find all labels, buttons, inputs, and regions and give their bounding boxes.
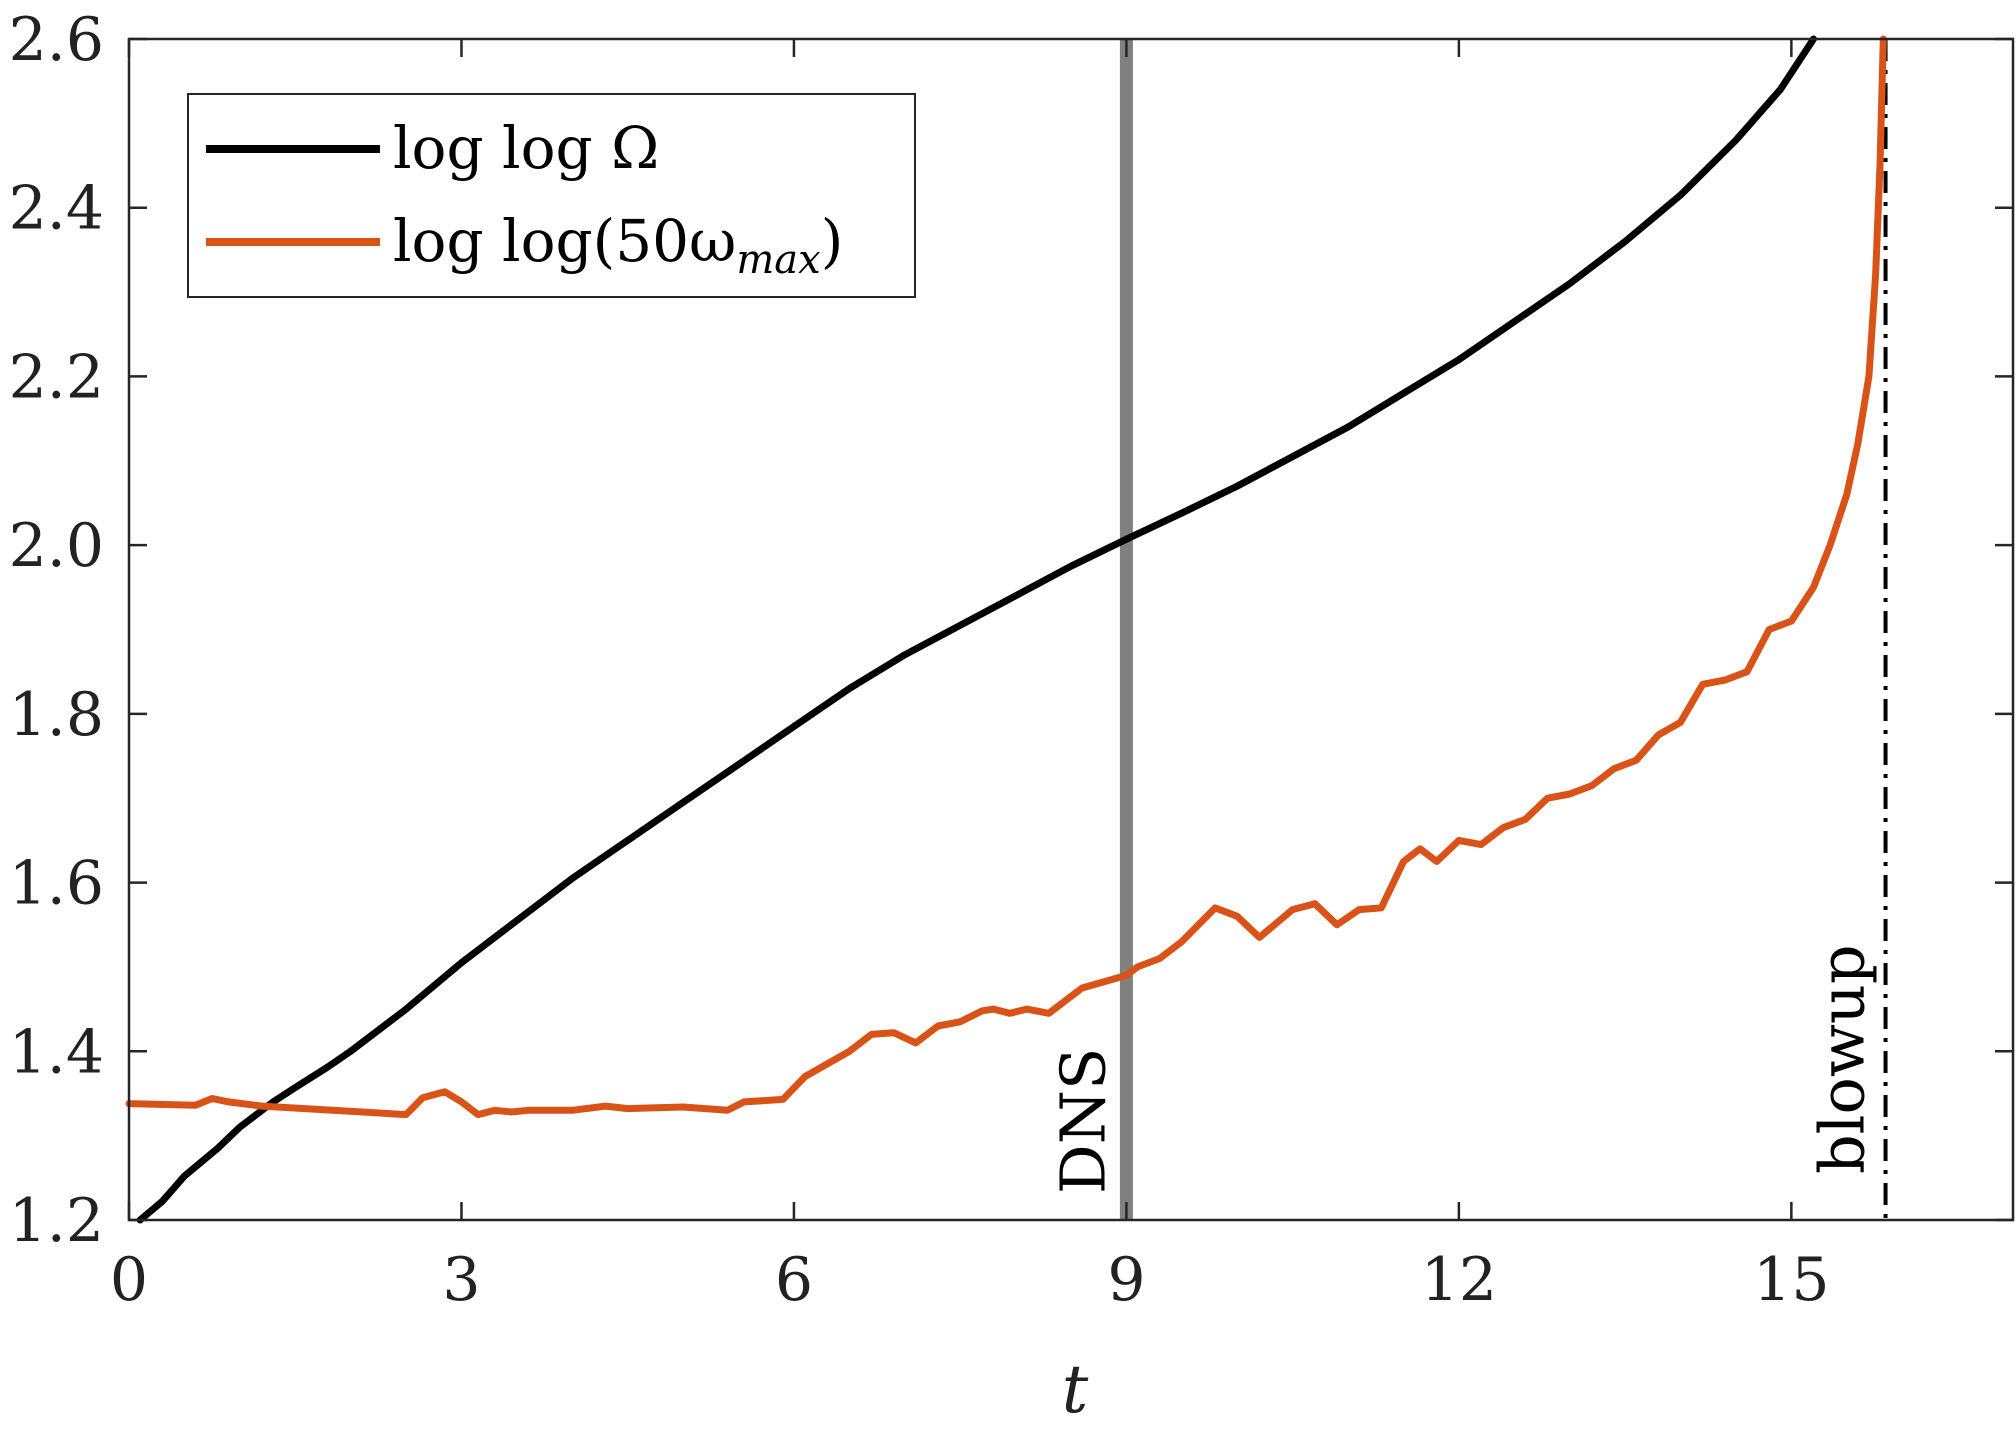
y-tick-label: 1.6 bbox=[9, 849, 104, 919]
y-tick-label: 1.2 bbox=[9, 1186, 104, 1256]
y-tick-label: 2.6 bbox=[9, 5, 104, 75]
vertical-reference-lines bbox=[1119, 39, 1888, 1220]
y-tick-label: 1.4 bbox=[9, 1017, 104, 1087]
y-tick-label: 1.8 bbox=[9, 680, 104, 750]
y-tick-label: 2.4 bbox=[9, 174, 104, 244]
vline-label-dns: DNS bbox=[1046, 1048, 1119, 1194]
y-tick-label: 2.0 bbox=[9, 511, 104, 581]
x-tick-label: 15 bbox=[1753, 1245, 1829, 1315]
series-line-omega-max bbox=[125, 35, 1887, 1119]
legend-label-omega-max: log log(50ωmax) bbox=[393, 207, 843, 283]
x-tick-label: 0 bbox=[110, 1245, 148, 1315]
x-tick-label: 3 bbox=[442, 1245, 480, 1315]
legend-label-omega: log log Ω bbox=[393, 114, 659, 182]
y-tick-label: 2.2 bbox=[9, 342, 104, 412]
vline-label-blowup: blowup bbox=[1806, 944, 1879, 1174]
x-tick-label: 6 bbox=[775, 1245, 813, 1315]
series-lines bbox=[125, 35, 1887, 1224]
axes-box bbox=[127, 37, 2015, 1222]
x-tick-label: 12 bbox=[1421, 1245, 1497, 1315]
series-line-omega bbox=[136, 35, 1817, 1224]
legend-box bbox=[187, 93, 916, 298]
x-axis-label: t bbox=[1062, 1351, 1089, 1428]
axes bbox=[127, 37, 2015, 1222]
annotations: DNS blowup bbox=[1046, 944, 1878, 1194]
legend: log log Ω log log(50ωmax) bbox=[187, 93, 916, 298]
x-tick-label: 9 bbox=[1107, 1245, 1145, 1315]
ticks: 0 3 6 9 12 15 1.2 1.4 1.6 1.8 2.0 2.2 2.4 2.6 bbox=[9, 5, 2013, 1315]
